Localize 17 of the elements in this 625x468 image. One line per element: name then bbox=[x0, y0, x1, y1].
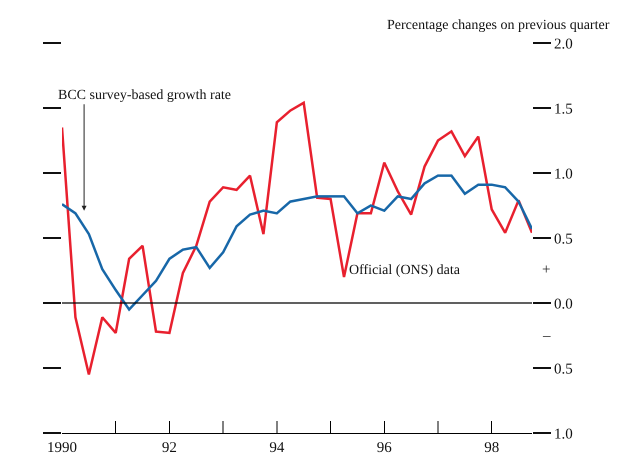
text: + bbox=[542, 262, 550, 278]
y-tick-label: 0.5 bbox=[554, 361, 573, 378]
y-tick-label: 1.5 bbox=[554, 101, 573, 118]
y-tick-label: 0.5 bbox=[554, 231, 573, 248]
x-tick-label: 92 bbox=[162, 440, 177, 456]
text: – bbox=[542, 328, 551, 344]
x-tick-label: 1990 bbox=[47, 440, 77, 456]
y-tick-label: 1.0 bbox=[554, 166, 573, 182]
x-tick-label: 96 bbox=[376, 440, 392, 456]
x-tick-label: 98 bbox=[484, 440, 500, 456]
y-tick-label: 0.0 bbox=[554, 296, 573, 312]
y-axis-title: Percentage changes on previous quarter bbox=[387, 18, 610, 33]
annotation: BCC survey-based growth rate bbox=[58, 88, 232, 103]
annotation: Official (ONS) data bbox=[349, 263, 461, 278]
y-tick-label: 2.0 bbox=[554, 36, 573, 52]
x-tick-label: 94 bbox=[269, 440, 285, 456]
y-tick-label: 1.0 bbox=[554, 426, 573, 442]
